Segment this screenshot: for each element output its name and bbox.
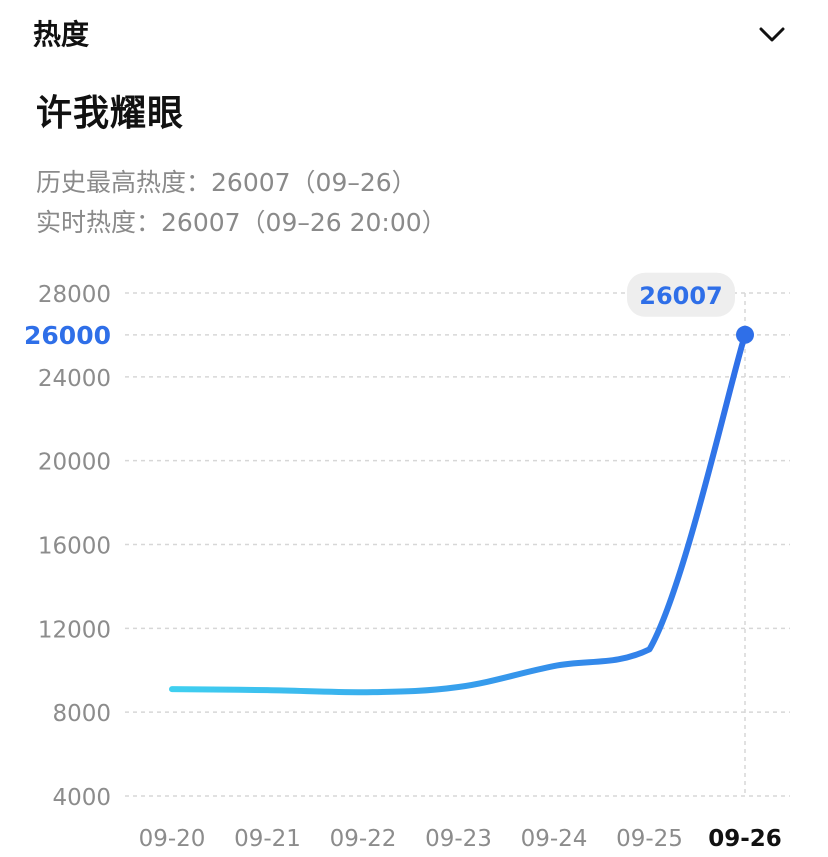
max-heat-label: 历史最高热度： bbox=[36, 168, 212, 197]
y-tick-label: 20000 bbox=[38, 450, 111, 476]
topic-title: 许我耀眼 bbox=[36, 93, 185, 134]
chevron-down-icon[interactable] bbox=[755, 20, 789, 48]
x-tick-label: 09-21 bbox=[234, 826, 301, 852]
x-tick-label: 09-22 bbox=[330, 826, 397, 852]
header: 热度 bbox=[0, 0, 828, 70]
latest-data-point[interactable] bbox=[736, 325, 754, 344]
y-tick-label: 24000 bbox=[38, 366, 111, 392]
max-heat-stat: 历史最高热度：26007（09–26） bbox=[36, 163, 417, 199]
value-callout-label: 26007 bbox=[639, 282, 723, 310]
realtime-heat-stat: 实时热度：26007（09–26 20:00） bbox=[36, 203, 447, 239]
max-heat-value: 26007（09–26） bbox=[211, 168, 417, 197]
realtime-heat-label: 实时热度： bbox=[36, 208, 162, 237]
x-tick-label: 09-20 bbox=[139, 826, 206, 852]
x-tick-label: 09-26 bbox=[708, 826, 782, 852]
x-tick-label: 09-25 bbox=[616, 826, 683, 852]
realtime-heat-value: 26007（09–26 20:00） bbox=[161, 208, 447, 237]
header-title: 热度 bbox=[33, 18, 90, 51]
y-tick-label: 4000 bbox=[52, 785, 111, 811]
y-tick-label-highlight: 26000 bbox=[24, 321, 111, 350]
value-callout bbox=[627, 272, 735, 317]
y-tick-label: 28000 bbox=[38, 282, 111, 308]
y-tick-label: 16000 bbox=[38, 534, 111, 560]
x-tick-label: 09-23 bbox=[425, 826, 492, 852]
y-tick-label: 8000 bbox=[52, 701, 111, 727]
heat-series-line bbox=[169, 331, 748, 696]
y-tick-label: 12000 bbox=[38, 617, 111, 643]
x-tick-label: 09-24 bbox=[521, 826, 588, 852]
